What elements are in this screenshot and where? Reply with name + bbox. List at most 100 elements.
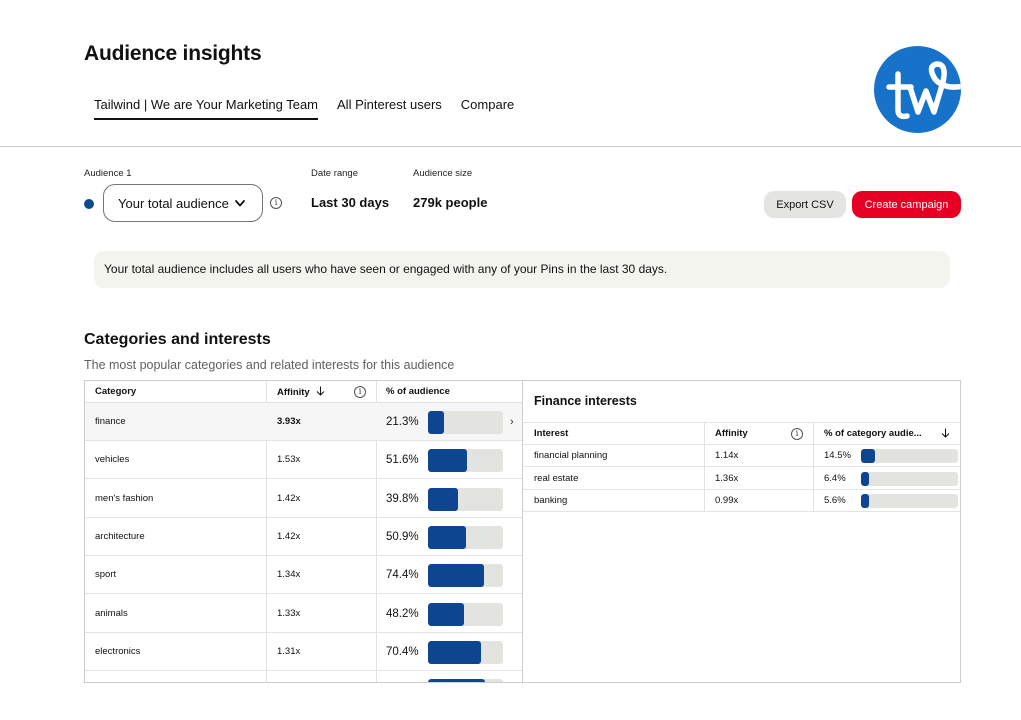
category-percent: 48.2%	[386, 607, 419, 620]
audience-color-dot	[84, 199, 94, 209]
category-column-header[interactable]: Category	[95, 386, 137, 397]
interest-affinity-info-icon[interactable]: i	[791, 428, 803, 440]
category-affinity: 1.42x	[277, 492, 301, 504]
row-divider	[523, 488, 960, 490]
category-row[interactable]: men's fashion 1.42x 39.8%	[85, 480, 522, 518]
audience-bar-fill	[428, 449, 467, 473]
audience-select-value: Your total audience	[118, 195, 229, 211]
sort-arrow-down-icon	[941, 428, 950, 438]
audience-select[interactable]: Your total audience	[103, 184, 263, 222]
create-campaign-button[interactable]: Create campaign	[852, 191, 961, 218]
info-icon[interactable]: i	[270, 197, 282, 209]
audience-bar-track	[428, 525, 503, 549]
interest-name: banking	[534, 495, 568, 506]
interest-affinity-column-header[interactable]: Affinity	[715, 428, 748, 439]
audience-bar-track	[428, 679, 503, 682]
date-range-label: Date range	[311, 168, 359, 179]
category-name: finance	[95, 416, 126, 427]
sort-arrow-down-icon	[317, 386, 325, 396]
interest-row[interactable]: banking 0.99x 5.6%	[523, 490, 960, 512]
category-name: electronics	[95, 645, 141, 657]
audience-bar-track	[428, 411, 503, 434]
audience-bar-fill	[428, 640, 481, 664]
audience-bar-fill	[428, 564, 484, 588]
tailwind-logo	[874, 46, 961, 133]
interest-percent: 6.4%	[824, 472, 846, 484]
category-row[interactable]: animals 1.33x 48.2%	[85, 595, 522, 633]
category-name: architecture	[95, 530, 145, 542]
affinity-info-icon[interactable]: i	[354, 386, 366, 398]
row-divider	[85, 631, 522, 633]
category-affinity: 1.53x	[277, 454, 301, 466]
audience-bar-track	[428, 640, 503, 664]
interest-row[interactable]: real estate 1.36x 6.4%	[523, 468, 960, 490]
header-divider-line	[523, 444, 960, 445]
column-divider	[376, 381, 377, 682]
category-row-partial[interactable]	[85, 671, 522, 682]
row-divider	[523, 466, 960, 467]
audience-bar-fill	[428, 525, 467, 549]
audience-info-banner: Your total audience includes all users w…	[94, 251, 950, 288]
percent-category-audience-column-header[interactable]: % of category audie...	[824, 428, 922, 439]
column-divider	[813, 422, 814, 512]
category-percent: 39.8%	[386, 492, 419, 505]
category-audience-bar-fill	[861, 494, 869, 508]
tab-compare[interactable]: Compare	[460, 97, 515, 112]
category-affinity: 1.42x	[277, 530, 301, 542]
category-audience-bar-fill	[861, 471, 869, 486]
percent-audience-column-header[interactable]: % of audience	[386, 386, 450, 397]
category-percent: 21.3%	[386, 416, 419, 428]
category-audience-bar-fill	[861, 449, 876, 463]
interest-percent: 5.6%	[824, 495, 846, 506]
export-csv-button[interactable]: Export CSV	[764, 191, 846, 218]
interest-affinity: 1.14x	[715, 450, 739, 461]
section-title: Categories and interests	[84, 331, 271, 348]
category-percent: 74.4%	[386, 569, 419, 582]
category-percent: 70.4%	[386, 645, 419, 658]
chevron-right-icon[interactable]: ›	[510, 416, 514, 428]
row-divider	[85, 593, 522, 595]
header-divider-line	[85, 402, 522, 403]
row-divider	[85, 669, 522, 671]
affinity-column-header[interactable]: Affinity	[277, 386, 325, 398]
interest-column-header[interactable]: Interest	[534, 428, 569, 439]
header-divider	[0, 146, 1021, 147]
interests-panel-title: Finance interests	[534, 394, 637, 408]
categories-table: Category Affinity i % of audience financ…	[84, 380, 523, 683]
audience-bar-fill	[428, 487, 458, 511]
category-row[interactable]: electronics 1.31x 70.4%	[85, 633, 522, 671]
category-row[interactable]: sport 1.34x 74.4%	[85, 556, 522, 595]
section-subtitle: The most popular categories and related …	[84, 358, 455, 372]
audience-bar-fill	[428, 602, 465, 626]
category-audience-bar-track	[861, 471, 958, 486]
category-percent: 51.6%	[386, 454, 419, 467]
category-row[interactable]: finance 3.93x 21.3% ›	[85, 403, 522, 441]
category-affinity: 1.31x	[277, 645, 301, 657]
interest-percent: 14.5%	[824, 450, 851, 461]
row-divider	[523, 511, 960, 512]
row-divider	[85, 516, 522, 518]
row-divider	[85, 554, 522, 556]
category-percent: 50.9%	[386, 530, 419, 543]
tab-all-pinterest-users[interactable]: All Pinterest users	[337, 97, 442, 112]
date-range-value: Last 30 days	[311, 195, 390, 210]
interest-name: financial planning	[534, 450, 608, 461]
interest-name: real estate	[534, 472, 579, 484]
interests-panel: Finance interests Interest Affinity i % …	[522, 380, 961, 683]
category-name: sport	[95, 569, 117, 581]
page-title: Audience insights	[84, 42, 262, 65]
interest-row[interactable]: financial planning 1.14x 14.5%	[523, 445, 960, 467]
category-row[interactable]: architecture 1.42x 50.9%	[85, 518, 522, 556]
category-affinity: 1.33x	[277, 607, 301, 619]
audience-tabs: Tailwind | We are Your Marketing Team Al…	[94, 97, 514, 120]
category-audience-bar-track	[861, 494, 958, 508]
category-name: animals	[95, 607, 128, 619]
category-row[interactable]: vehicles 1.53x 51.6%	[85, 441, 522, 480]
audience-bar-track	[428, 602, 503, 626]
audience-bar-fill	[428, 679, 485, 682]
audience-size-value: 279k people	[413, 195, 488, 210]
audience-bar-track	[428, 564, 503, 588]
tab-tailwind[interactable]: Tailwind | We are Your Marketing Team	[94, 97, 319, 120]
column-divider	[266, 381, 267, 682]
category-name: men's fashion	[95, 492, 154, 504]
